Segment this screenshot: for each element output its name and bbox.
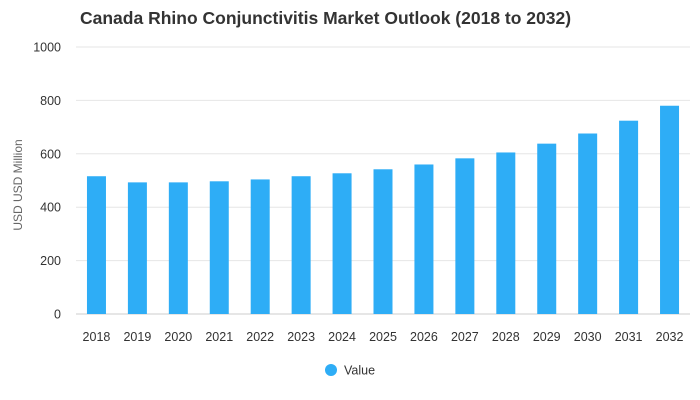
x-tick-label: 2029 [533,330,561,344]
x-tick-label: 2022 [246,330,274,344]
bar-2023[interactable] [291,176,311,314]
bar-2021[interactable] [209,181,229,314]
y-tick-label: 800 [40,94,61,108]
y-axis-ticks: 0 200 400 600 800 1000 [33,41,61,322]
x-tick-label: 2030 [574,330,602,344]
bar-2029[interactable] [537,143,557,314]
bar-2030[interactable] [578,133,598,314]
y-tick-label: 400 [40,201,61,215]
bar-2027[interactable] [455,158,475,314]
y-axis-label: USD USD Million [11,139,25,230]
bar-2031[interactable] [619,120,639,314]
legend-label-value: Value [344,364,375,378]
x-tick-label: 2019 [123,330,151,344]
bar-2025[interactable] [373,169,393,314]
bar-2032[interactable] [660,105,680,315]
bars [86,105,680,315]
legend[interactable]: Value [325,364,375,378]
x-tick-label: 2026 [410,330,438,344]
x-tick-label: 2024 [328,330,356,344]
x-tick-label: 2027 [451,330,479,344]
x-tick-label: 2023 [287,330,315,344]
x-tick-label: 2032 [656,330,684,344]
legend-swatch-value [325,364,337,376]
bar-2026[interactable] [414,164,434,314]
x-tick-label: 2020 [164,330,192,344]
x-tick-label: 2031 [615,330,643,344]
y-tick-label: 1000 [33,41,61,55]
x-tick-label: 2021 [205,330,233,344]
bar-2024[interactable] [332,173,352,314]
bar-2019[interactable] [127,182,147,314]
y-tick-label: 200 [40,254,61,268]
bar-2028[interactable] [496,152,516,314]
x-tick-label: 2028 [492,330,520,344]
x-axis-ticks: 2018 2019 2020 2021 2022 2023 2024 2025 2026 2027… [83,330,684,344]
y-tick-label: 600 [40,147,61,161]
bar-2018[interactable] [86,176,106,314]
y-tick-label: 0 [54,308,61,322]
bar-2020[interactable] [168,182,188,314]
x-tick-label: 2025 [369,330,397,344]
x-tick-label: 2018 [83,330,111,344]
bar-2022[interactable] [250,179,270,314]
chart-title: Canada Rhino Conjunctivitis Market Outlo… [80,8,572,28]
